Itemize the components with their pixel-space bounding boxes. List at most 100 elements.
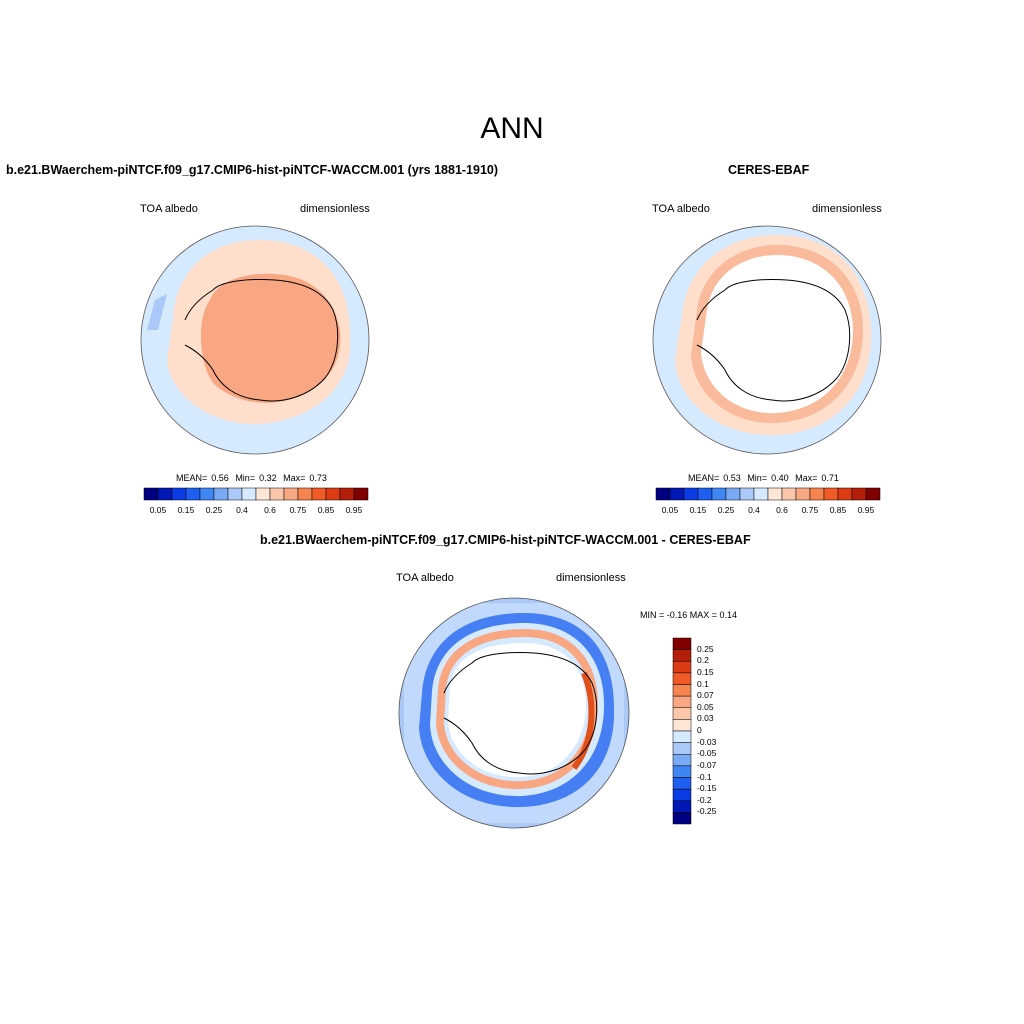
obs-mean-label: MEAN= [688,473,720,483]
obs-min-label: Min= [747,473,768,483]
diff-colorbar-tick-label: -0.25 [697,806,717,817]
model-stats: MEAN= 0.56 Min= 0.32 Max= 0.73 [176,473,331,483]
obs-polar-map [652,225,882,455]
main-title: ANN [480,112,544,145]
model-max-value: 0.73 [309,473,327,483]
model-colorbar-tick-label: 0.75 [289,505,307,515]
obs-colorbar [655,487,881,501]
diff-panel-title: b.e21.BWaerchem-piNTCF.f09_g17.CMIP6-his… [260,533,751,547]
diff-colorbar-tick-label: 0.03 [697,713,714,724]
model-colorbar-swatch [283,487,299,501]
diff-polar-map [398,597,630,829]
obs-colorbar-tick-label: 0.25 [717,505,735,515]
diff-colorbar-tick-label: 0.1 [697,678,709,689]
diff-colorbar-swatch [672,719,692,732]
diff-colorbar-tick-label: 0.15 [697,666,714,677]
obs-stats: MEAN= 0.53 Min= 0.40 Max= 0.71 [688,473,843,483]
obs-colorbar-swatch [823,487,839,501]
model-colorbar-ticks: 0.05 0.15 0.25 0.4 0.6 0.75 0.85 0.95 [144,505,368,517]
obs-colorbar-swatch [809,487,825,501]
diff-colorbar-swatch [672,812,692,825]
obs-colorbar-swatch [655,487,671,501]
model-min-label: Min= [235,473,256,483]
obs-colorbar-tick-label: 0.05 [661,505,679,515]
obs-colorbar-swatch [669,487,685,501]
obs-colorbar-tick-label: 0.15 [689,505,707,515]
obs-colorbar-swatch [795,487,811,501]
obs-colorbar-swatch [781,487,797,501]
diff-variable-label: TOA albedo [396,572,454,584]
diff-colorbar-tick-label: -0.07 [697,759,717,770]
obs-colorbar-tick-label: 0.6 [776,505,788,515]
diff-minmax: MIN = -0.16 MAX = 0.14 [640,610,738,620]
model-units-label: dimensionless [300,203,370,215]
diff-colorbar-tick-label: -0.05 [697,748,717,759]
model-colorbar-swatch [199,487,215,501]
diff-colorbar-swatch [672,754,692,767]
model-colorbar-swatch [241,487,257,501]
model-colorbar-swatch [339,487,355,501]
model-colorbar-swatch [311,487,327,501]
diff-colorbar [672,637,692,825]
model-colorbar-tick-label: 0.6 [264,505,276,515]
diff-colorbar-tick-label: 0.05 [697,701,714,712]
diff-colorbar-tick-label: -0.03 [697,736,717,747]
diff-colorbar-swatch [672,661,692,674]
obs-colorbar-tick-label: 0.4 [748,505,760,515]
obs-colorbar-swatch [725,487,741,501]
obs-max-label: Max= [795,473,818,483]
obs-colorbar-swatch [767,487,783,501]
obs-colorbar-tick-label: 0.95 [857,505,875,515]
obs-min-value: 0.40 [771,473,789,483]
model-colorbar-tick-label: 0.05 [149,505,167,515]
model-mean-value: 0.56 [211,473,229,483]
model-colorbar-swatch [143,487,159,501]
model-colorbar-swatch [325,487,341,501]
model-colorbar-swatch [157,487,173,501]
model-colorbar-swatch [353,487,369,501]
model-colorbar-swatch [255,487,271,501]
model-panel-title: b.e21.BWaerchem-piNTCF.f09_g17.CMIP6-his… [6,163,499,177]
model-colorbar-swatch [227,487,243,501]
obs-colorbar-swatch [697,487,713,501]
obs-colorbar-swatch [753,487,769,501]
model-colorbar-tick-label: 0.95 [345,505,363,515]
model-colorbar-swatch [269,487,285,501]
diff-colorbar-ticks: 0.25 0.2 0.15 0.1 0.07 0.05 0.03 0 -0.03 -0.05 -0.… [697,638,737,824]
model-colorbar-swatch [185,487,201,501]
model-polar-map [140,225,370,455]
model-colorbar-swatch [297,487,313,501]
model-colorbar [143,487,369,501]
model-colorbar-tick-label: 0.15 [177,505,195,515]
diff-colorbar-swatch [672,637,692,650]
diff-colorbar-swatch [672,742,692,755]
model-colorbar-swatch [171,487,187,501]
obs-colorbar-swatch [739,487,755,501]
model-max-label: Max= [283,473,306,483]
obs-colorbar-swatch [851,487,867,501]
diff-colorbar-swatch [672,684,692,697]
diff-colorbar-swatch [672,730,692,743]
diff-units-label: dimensionless [556,572,626,584]
model-variable-label: TOA albedo [140,203,198,215]
diff-colorbar-swatch [672,800,692,813]
diff-colorbar-swatch [672,649,692,662]
obs-panel-title: CERES-EBAF [728,163,810,177]
diff-colorbar-tick-label: -0.15 [697,783,717,794]
obs-mean-value: 0.53 [723,473,741,483]
obs-max-value: 0.71 [821,473,839,483]
diff-colorbar-swatch [672,765,692,778]
obs-colorbar-swatch [865,487,881,501]
model-min-value: 0.32 [259,473,277,483]
diff-colorbar-swatch [672,788,692,801]
diff-colorbar-swatch [672,777,692,790]
obs-units-label: dimensionless [812,203,882,215]
obs-colorbar-swatch [837,487,853,501]
obs-colorbar-tick-label: 0.85 [829,505,847,515]
obs-colorbar-tick-label: 0.75 [801,505,819,515]
obs-variable-label: TOA albedo [652,203,710,215]
diff-colorbar-tick-label: 0.2 [697,655,709,666]
diff-colorbar-tick-label: 0.07 [697,690,714,701]
obs-colorbar-swatch [683,487,699,501]
model-colorbar-tick-label: 0.4 [236,505,248,515]
